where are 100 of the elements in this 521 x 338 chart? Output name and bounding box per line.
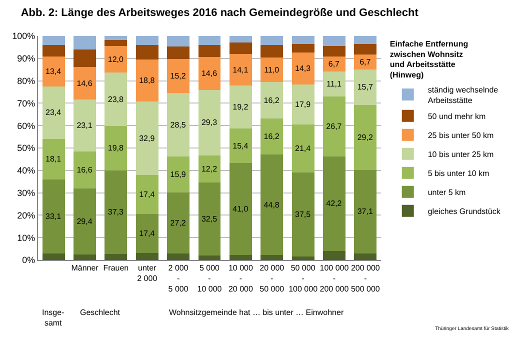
legend-title: Einfache Entfernung zwischen Wohnsitz und Arbeitsstätte (Hinweg)	[390, 39, 468, 80]
text: Geschlecht	[80, 308, 121, 317]
bar	[136, 253, 158, 260]
bar	[323, 156, 346, 251]
bar	[260, 58, 284, 82]
legend-label: gleiches Grundstück	[428, 207, 502, 216]
data-label: 12,2	[201, 164, 218, 174]
y-tick-label: 40%	[17, 166, 36, 176]
data-label: 27,2	[170, 218, 186, 228]
x-tick-label: 2 000 - 5 000	[168, 264, 189, 294]
bar	[229, 255, 252, 260]
bar	[292, 256, 314, 260]
bar	[104, 254, 128, 260]
bar	[323, 46, 346, 57]
data-label: 37,5	[294, 210, 312, 220]
bar	[292, 124, 314, 173]
bar	[74, 36, 96, 50]
data-label: 18,1	[46, 154, 62, 164]
text: Insge- samt	[42, 308, 65, 328]
bar	[42, 138, 65, 180]
bar	[292, 36, 314, 44]
bar	[42, 36, 65, 45]
bar	[167, 253, 190, 260]
bar	[292, 52, 314, 85]
x-tick-label: Männer	[71, 264, 99, 273]
bar	[229, 36, 252, 43]
x-tick-label: 50 000 - 100 000	[288, 264, 318, 294]
bar	[260, 82, 284, 118]
bar	[198, 256, 221, 260]
data-label: 15,2	[170, 71, 186, 80]
x-tick-label: 10 000 - 20 000	[228, 264, 254, 294]
chart-title: Abb. 2: Länge des Arbeitsweges 2016 nach Gemeindegröße und Geschlecht	[20, 7, 419, 20]
x-tick-label: 200 000 - 500 000	[350, 264, 380, 294]
data-label: 14,6	[201, 68, 218, 78]
data-label: 16,6	[76, 165, 93, 174]
bar	[104, 46, 128, 73]
x-tick-label: Frauen	[103, 264, 129, 273]
bar	[292, 172, 314, 257]
bar	[167, 192, 190, 254]
data-label: 44,8	[264, 200, 280, 210]
data-label: 29,4	[76, 216, 93, 226]
data-label: 14,1	[232, 65, 249, 74]
data-label: 16,2	[264, 96, 280, 105]
x-tick-label: 20 000 - 50 000	[260, 264, 285, 294]
bar	[74, 49, 96, 67]
legend-label: 10 bis unter 25 km	[428, 150, 494, 160]
bar	[104, 170, 128, 254]
bar	[229, 128, 252, 164]
legend-label: unter 5 km	[428, 188, 466, 198]
bar	[323, 250, 346, 260]
bar	[260, 44, 284, 58]
bar	[260, 36, 284, 45]
bar	[198, 182, 221, 256]
bar	[354, 253, 377, 260]
bar	[354, 44, 377, 55]
data-label: 23,4	[46, 108, 62, 118]
data-label: 41,0	[232, 204, 249, 214]
data-label: 17,4	[139, 190, 156, 200]
legend-label: ständig wechselnde Arbeitsstätte	[428, 85, 499, 105]
bar	[167, 36, 190, 47]
bar	[354, 54, 377, 70]
legend-label: 5 bis unter 10 km	[428, 169, 490, 178]
bar	[323, 56, 346, 72]
y-tick-label: 90%	[17, 54, 36, 64]
bar	[260, 255, 284, 260]
legend-label: 50 und mehr km	[428, 112, 486, 122]
data-label: 29,2	[357, 132, 374, 142]
legend-label: 25 bis unter 50 km	[428, 131, 494, 140]
data-label: 37,3	[108, 208, 124, 217]
data-label: 12,0	[108, 54, 124, 64]
y-tick-label: 20%	[17, 210, 36, 220]
data-label: 17,9	[294, 100, 312, 110]
bar	[104, 126, 128, 170]
y-tick-label: 0%	[22, 255, 36, 266]
bar	[292, 84, 314, 125]
data-label: 18,8	[139, 76, 156, 85]
bar	[136, 101, 158, 176]
y-tick-label: 60%	[17, 120, 36, 131]
bar	[260, 118, 284, 155]
bar	[136, 36, 158, 45]
data-label: 17,4	[139, 229, 156, 238]
bar	[229, 163, 252, 256]
bar	[42, 254, 65, 260]
data-label: 16,2	[264, 132, 280, 142]
data-label: 33,1	[46, 212, 62, 221]
data-label: 15,9	[170, 170, 186, 180]
x-tick-label: 100 000 - 200 000	[320, 264, 350, 294]
bar	[104, 72, 128, 126]
bar	[42, 86, 65, 139]
bar	[167, 156, 190, 192]
bar	[136, 44, 158, 60]
bar	[198, 44, 221, 58]
data-label: 15,4	[232, 141, 249, 150]
data-label: 19,2	[232, 102, 249, 112]
bar	[354, 70, 377, 105]
x-tick-label: unter 2 000	[137, 264, 158, 283]
data-label: 13,4	[46, 66, 62, 76]
data-label: 21,4	[294, 144, 312, 154]
data-label: 23,8	[108, 94, 124, 104]
bar	[323, 72, 346, 96]
